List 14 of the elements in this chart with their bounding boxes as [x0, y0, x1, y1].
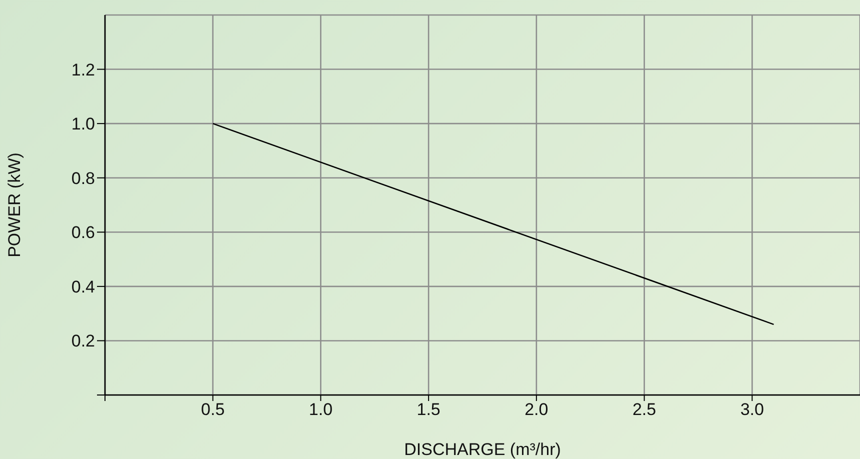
y-axis-title: POWER (kW): [5, 152, 24, 258]
y-tick-label: 0.8: [71, 168, 95, 188]
y-tick-label: 0.4: [71, 277, 95, 296]
x-tick-label: 1.5: [416, 400, 440, 420]
x-tick-label: 1.0: [308, 400, 333, 420]
x-tick-label: 0.5: [201, 400, 225, 420]
x-tick-label: 2.0: [524, 400, 548, 420]
x-tick-label: 2.5: [632, 400, 656, 420]
y-tick-label: 1.0: [71, 114, 95, 134]
y-tick-label: 1.2: [71, 60, 95, 80]
x-axis-title: DISCHARGE (m³/hr): [404, 440, 561, 459]
x-tick-label: 3.0: [740, 400, 764, 420]
y-tick-label: 0.6: [71, 223, 95, 242]
y-tick-label: 0.2: [71, 332, 95, 351]
